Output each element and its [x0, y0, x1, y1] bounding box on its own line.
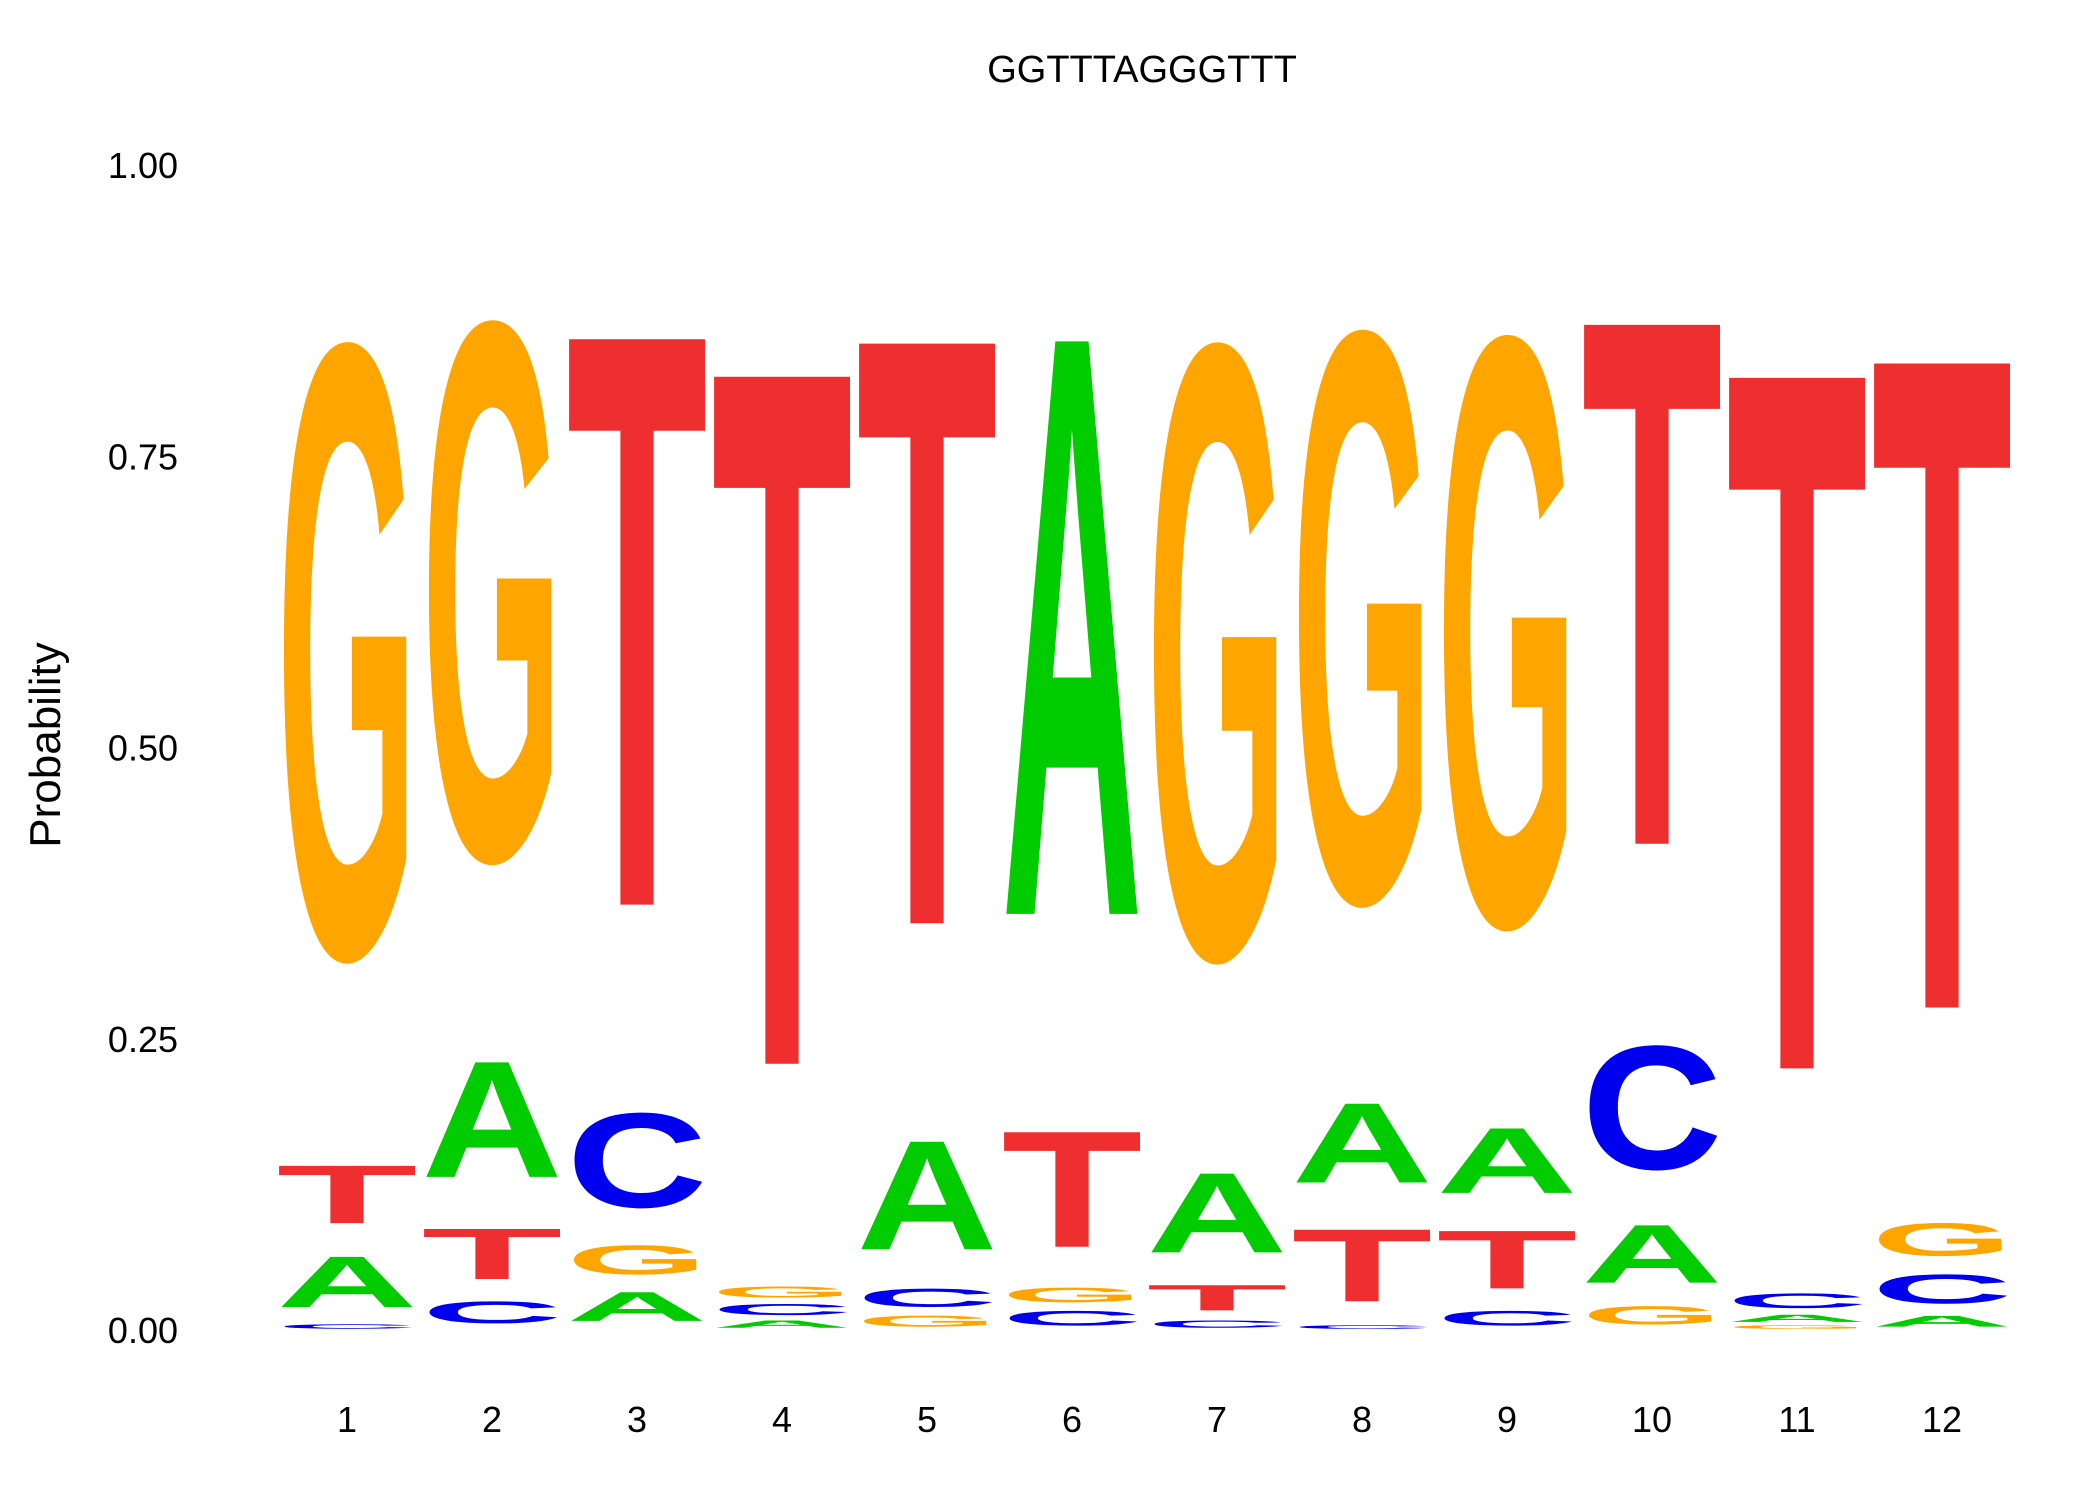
x-tick-label: 8 — [1352, 1399, 1372, 1440]
logo-letter-T: T — [1002, 1096, 1143, 1282]
x-tick-label: 2 — [482, 1399, 502, 1440]
logo-letter-C: C — [1292, 1324, 1433, 1330]
logo-letter-G: G — [567, 1237, 708, 1284]
y-tick-label: 0.25 — [108, 1019, 178, 1060]
logo-letter-C: C — [857, 1283, 998, 1312]
logo-letter-G: G — [1292, 163, 1433, 1074]
logo-letter-A: A — [857, 1109, 998, 1283]
logo-letter-T: T — [1582, 162, 1723, 1004]
logo-letter-T: T — [277, 1148, 418, 1241]
logo-letter-T: T — [712, 160, 853, 1276]
logo-stacks: CATGCTAGAGCTACGTGCATCGTACTAGCTAGCTAGGACT… — [277, 160, 2013, 1330]
y-tick-label: 1.00 — [108, 145, 178, 186]
logo-letter-T: T — [1437, 1213, 1578, 1306]
logo-letter-C: C — [277, 1323, 418, 1330]
logo-letter-G: G — [857, 1313, 998, 1330]
logo-letter-T: T — [1727, 162, 1868, 1283]
logo-letter-A: A — [1147, 1149, 1288, 1277]
logo-letter-T: T — [857, 161, 998, 1102]
y-axis-ticks: 0.00 0.25 0.50 0.75 1.00 — [108, 145, 178, 1351]
x-tick-label: 10 — [1632, 1399, 1672, 1440]
logo-letter-G: G — [1582, 1301, 1723, 1330]
logo-letter-G: G — [1872, 1214, 2013, 1266]
y-tick-label: 0.75 — [108, 436, 178, 477]
logo-letter-C: C — [1582, 1009, 1723, 1206]
x-tick-label: 7 — [1207, 1399, 1227, 1440]
logo-letter-C: C — [566, 1085, 707, 1236]
logo-letter-T: T — [1872, 162, 2013, 1207]
logo-letter-A: A — [711, 1318, 852, 1330]
logo-letter-T: T — [567, 161, 708, 1079]
y-tick-label: 0.50 — [108, 728, 178, 769]
x-tick-label: 5 — [917, 1399, 937, 1440]
logo-letter-T: T — [1292, 1207, 1433, 1323]
logo-letter-C: C — [712, 1301, 853, 1318]
logo-letter-T: T — [422, 1214, 563, 1295]
logo-letter-C: C — [421, 1295, 562, 1330]
logo-letter-G: G — [1437, 161, 1578, 1103]
logo-letter-A: A — [1001, 162, 1142, 1091]
logo-letter-G: G — [1147, 162, 1288, 1143]
logo-letter-C: C — [1002, 1307, 1143, 1330]
logo-letter-G: G — [277, 162, 418, 1143]
logo-letter-C: C — [1727, 1289, 1868, 1312]
logo-letter-A: A — [1292, 1079, 1433, 1207]
logo-letter-C: C — [1872, 1266, 2013, 1313]
x-tick-label: 4 — [772, 1399, 792, 1440]
logo-letter-A: A — [1726, 1313, 1867, 1325]
logo-letter-A: A — [1582, 1207, 1723, 1300]
logo-letter-A: A — [277, 1242, 418, 1323]
logo-letter-T: T — [1147, 1278, 1288, 1319]
x-tick-label: 11 — [1778, 1399, 1815, 1440]
logo-letter-A: A — [1872, 1313, 2013, 1330]
x-axis-ticks: 1 2 3 4 5 6 7 8 9 10 11 12 — [337, 1399, 1962, 1440]
x-tick-label: 1 — [337, 1399, 357, 1440]
x-tick-label: 6 — [1062, 1399, 1082, 1440]
logo-letter-G: G — [422, 163, 563, 1022]
logo-letter-C: C — [1437, 1307, 1578, 1330]
y-tick-label: 0.00 — [108, 1310, 178, 1351]
logo-letter-A: A — [567, 1283, 708, 1330]
x-tick-label: 9 — [1497, 1399, 1517, 1440]
x-tick-label: 3 — [627, 1399, 647, 1440]
logo-letter-G: G — [712, 1283, 853, 1300]
x-tick-label: 12 — [1922, 1399, 1962, 1440]
logo-letter-C: C — [1146, 1318, 1287, 1330]
logo-letter-G: G — [1727, 1324, 1868, 1330]
logo-letter-G: G — [1002, 1283, 1143, 1306]
y-axis-label: Probability — [21, 642, 70, 847]
chart-title: GGTTTAGGGTTT — [987, 49, 1297, 91]
logo-letter-A: A — [1437, 1109, 1578, 1214]
logo-letter-A: A — [422, 1027, 563, 1212]
